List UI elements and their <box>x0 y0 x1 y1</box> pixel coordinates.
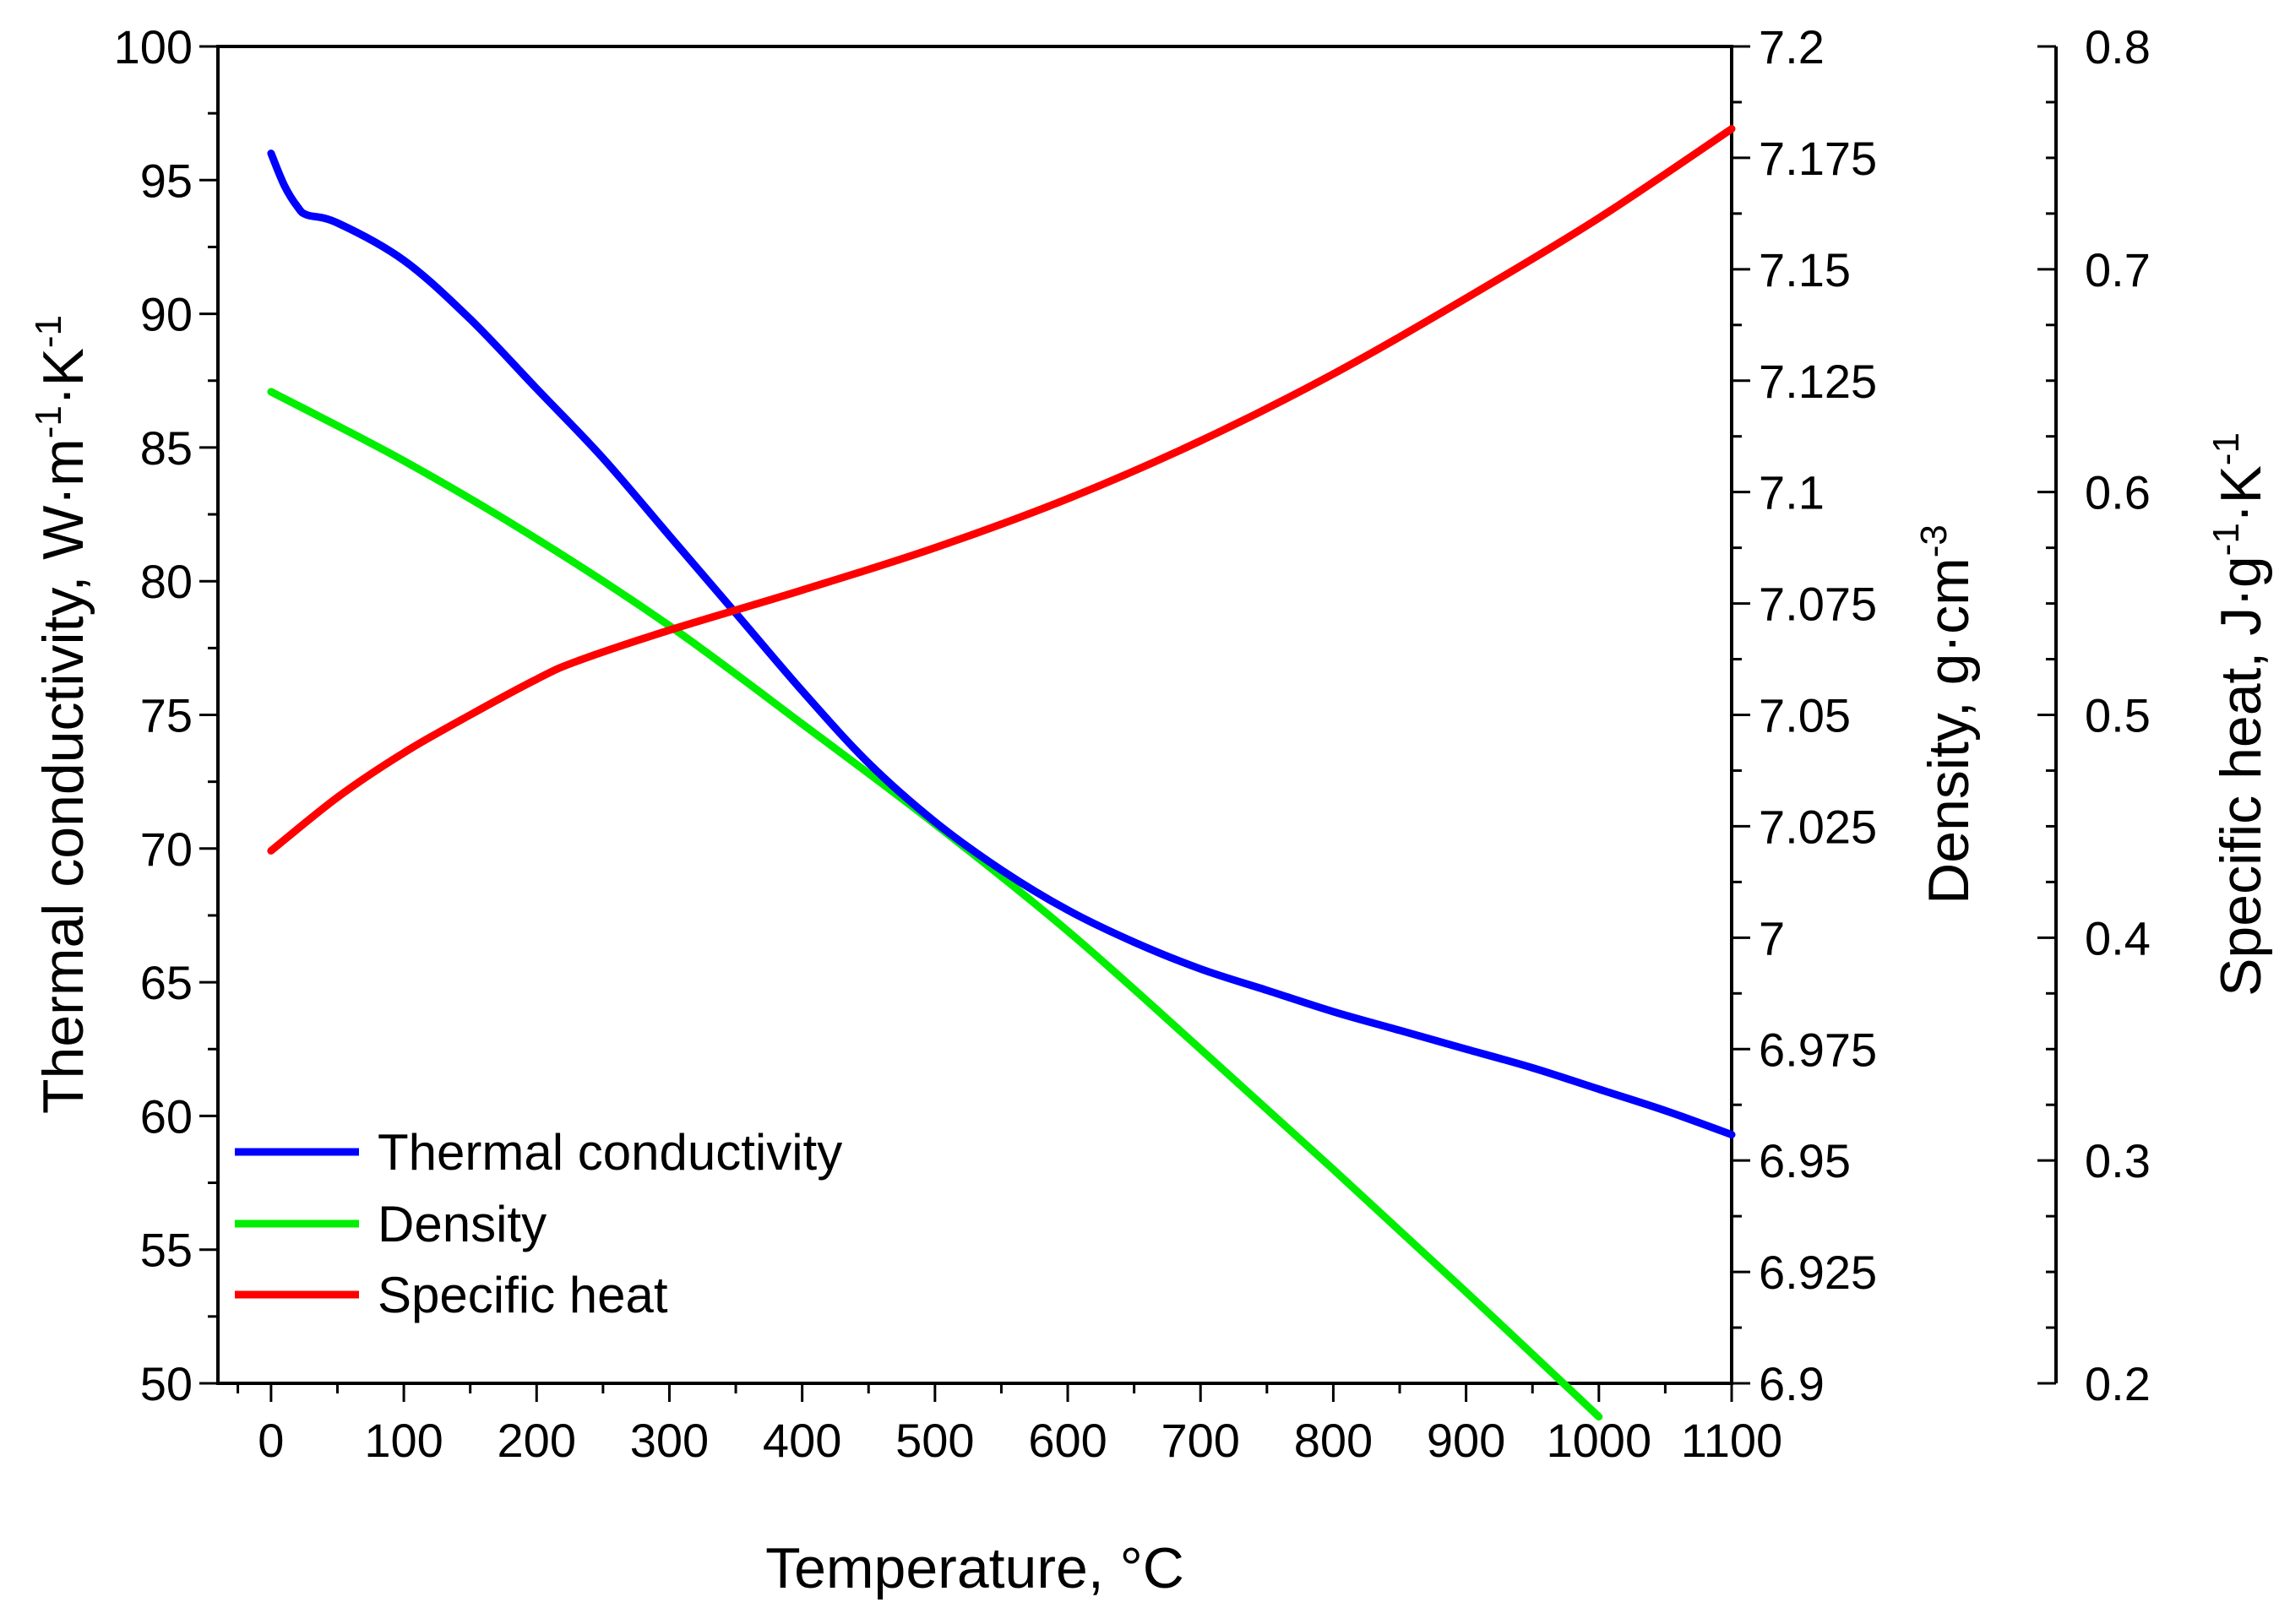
conductivity-title-sup1: -1 <box>28 405 69 438</box>
specific-heat-tick-label: 0.2 <box>2085 1357 2151 1410</box>
x-tick-label: 500 <box>895 1414 974 1467</box>
axis-ticks <box>199 45 2056 1402</box>
x-tick-label: 400 <box>763 1414 841 1467</box>
conductivity-tick-label: 65 <box>140 956 193 1009</box>
density-tick-label: 7 <box>1759 911 1785 964</box>
density-title-sup1: -3 <box>1913 524 1955 557</box>
x-tick-label: 0 <box>258 1414 284 1467</box>
specific-heat-tick-labels: 0.2 0.3 0.4 0.5 0.6 0.7 0.8 <box>2085 20 2151 1410</box>
x-tick-label: 100 <box>364 1414 443 1467</box>
x-tick-label: 600 <box>1028 1414 1107 1467</box>
specific-heat-tick-label: 0.6 <box>2085 466 2151 519</box>
conductivity-tick-label: 70 <box>140 823 193 876</box>
plot-frame <box>216 45 1733 1385</box>
specific-heat-tick-label: 0.5 <box>2085 689 2151 742</box>
density-tick-labels: 6.9 6.925 6.95 6.975 7 7.025 7.05 7.075 7.1 7.125… <box>1759 20 1877 1410</box>
specific-heat-tick-label: 0.8 <box>2085 20 2151 73</box>
series-lines <box>267 125 1736 1421</box>
conductivity-title-mid: ·K <box>31 348 95 405</box>
x-tick-label: 200 <box>498 1414 576 1467</box>
x-tick-labels: 0 100 200 300 400 500 600 700 800 900 1000 1100 <box>258 1414 1782 1467</box>
legend-label-specific-heat: Specific heat <box>378 1267 668 1323</box>
series-line-thermal-conductivity <box>267 149 1736 1139</box>
density-tick-label: 7.125 <box>1759 355 1877 408</box>
x-axis-title: Temperature, °C <box>765 1536 1184 1600</box>
density-tick-label: 7.2 <box>1759 20 1825 73</box>
density-tick-label: 7.075 <box>1759 578 1877 631</box>
x-tick-label: 900 <box>1427 1414 1505 1467</box>
conductivity-tick-label: 95 <box>140 154 193 207</box>
density-tick-label: 7.15 <box>1759 243 1851 296</box>
density-tick-label: 7.05 <box>1759 689 1851 742</box>
legend-label-thermal-conductivity: Thermal conductivity <box>378 1124 842 1181</box>
series-line-specific-heat <box>267 125 1736 855</box>
specific-heat-axis-title: Specific heat, J·g-1·K-1 <box>2206 432 2273 997</box>
x-tick-label: 700 <box>1161 1414 1240 1467</box>
conductivity-tick-label: 75 <box>140 689 193 742</box>
conductivity-axis-title: Thermal conductivity, W·m-1·K-1 <box>28 315 95 1114</box>
density-tick-label: 6.9 <box>1759 1357 1825 1410</box>
specific-heat-tick-label: 0.4 <box>2085 911 2151 964</box>
density-tick-label: 7.025 <box>1759 800 1877 853</box>
conductivity-tick-label: 55 <box>140 1224 193 1277</box>
x-tick-label: 800 <box>1294 1414 1373 1467</box>
conductivity-tick-label: 60 <box>140 1089 193 1143</box>
density-tick-label: 7.1 <box>1759 466 1825 519</box>
density-tick-label: 6.975 <box>1759 1023 1877 1076</box>
conductivity-tick-label: 100 <box>114 20 193 73</box>
x-tick-label: 300 <box>630 1414 709 1467</box>
x-tick-label: 1000 <box>1547 1414 1652 1467</box>
conductivity-tick-label: 85 <box>140 421 193 475</box>
specific-heat-title-main: Specific heat, J·g <box>2209 556 2273 997</box>
density-tick-label: 6.95 <box>1759 1134 1851 1187</box>
conductivity-tick-label: 90 <box>140 288 193 341</box>
x-tick-label: 1100 <box>1681 1414 1782 1467</box>
legend: Thermal conductivity Density Specific he… <box>235 1124 842 1323</box>
density-axis-title: Density, g·cm-3 <box>1913 524 1981 904</box>
conductivity-title-sup2: -1 <box>28 315 69 348</box>
conductivity-tick-labels: 50 55 60 65 70 75 80 85 90 95 100 <box>114 20 193 1410</box>
specific-heat-tick-label: 0.3 <box>2085 1134 2151 1187</box>
specific-heat-title-sup2: -1 <box>2206 432 2247 465</box>
density-tick-label: 6.925 <box>1759 1246 1877 1299</box>
specific-heat-tick-label: 0.7 <box>2085 243 2151 296</box>
legend-label-density: Density <box>378 1196 547 1252</box>
density-tick-label: 7.175 <box>1759 132 1877 185</box>
conductivity-tick-label: 80 <box>140 555 193 608</box>
specific-heat-title-mid: ·K <box>2209 465 2273 523</box>
conductivity-tick-label: 50 <box>140 1357 193 1410</box>
conductivity-title-main: Thermal conductivity, W·m <box>31 438 95 1114</box>
density-title-main: Density, g·cm <box>1917 557 1981 904</box>
specific-heat-title-sup1: -1 <box>2206 523 2247 556</box>
